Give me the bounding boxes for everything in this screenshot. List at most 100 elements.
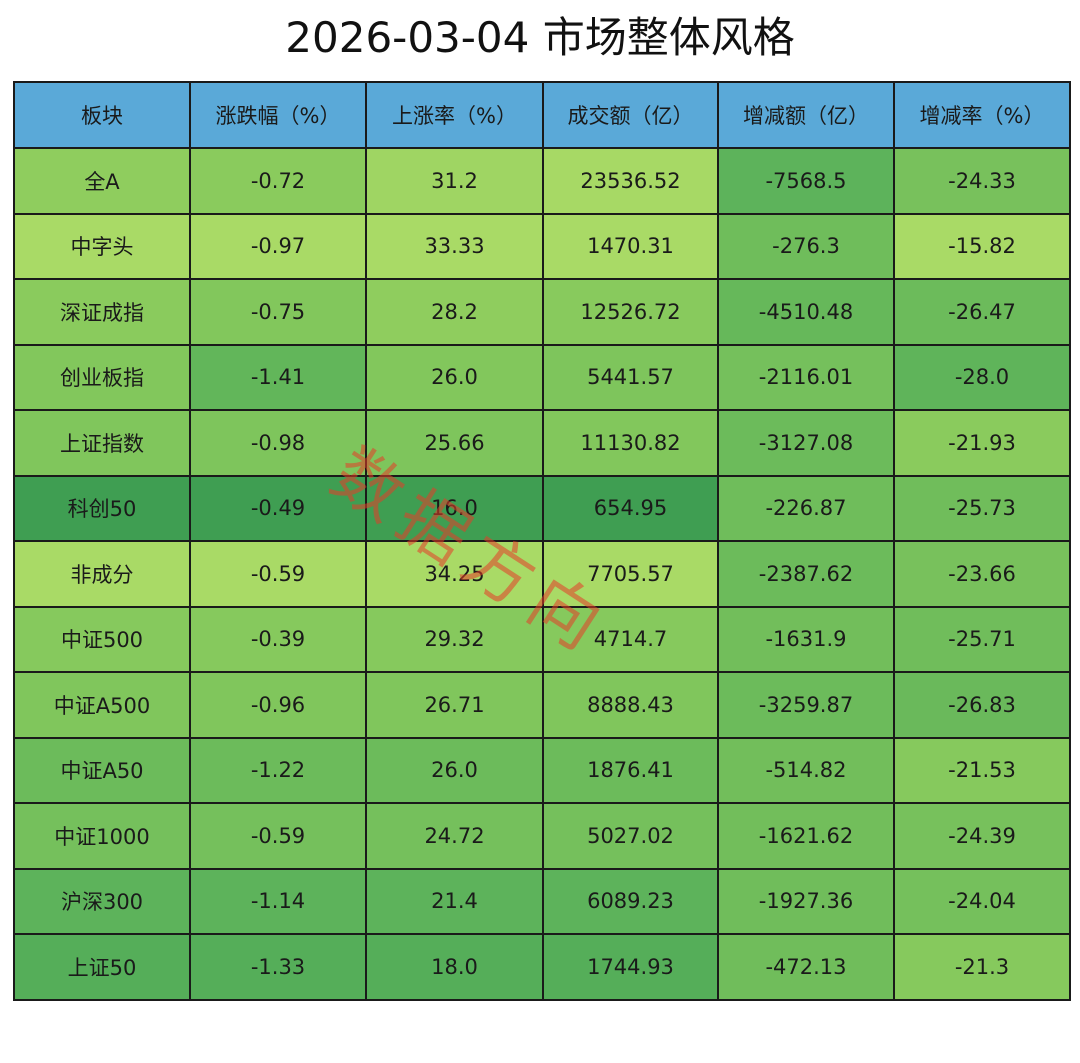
sector-name-cell: 上证50 xyxy=(13,933,191,1001)
column-header: 涨跌幅（%） xyxy=(189,81,367,149)
table-cell: -25.71 xyxy=(893,605,1071,673)
table-row: 全A -0.72 31.2 23536.52 -7568.5 -24.33 xyxy=(13,147,1071,215)
sector-name-cell: 科创50 xyxy=(13,474,191,542)
table-cell: 1470.31 xyxy=(542,212,719,280)
sector-name-cell: 中证A500 xyxy=(13,671,191,739)
table-header-row: 板块 涨跌幅（%） 上涨率（%） 成交额（亿） 增减额（亿） 增减率（%） xyxy=(13,81,1071,149)
table-cell: 25.66 xyxy=(365,409,544,477)
table-cell: -0.59 xyxy=(189,540,367,608)
sector-name-cell: 深证成指 xyxy=(13,278,191,346)
table-cell: 28.2 xyxy=(365,278,544,346)
table-cell: -0.59 xyxy=(189,802,367,870)
table-cell: -1.33 xyxy=(189,933,367,1001)
table-cell: 654.95 xyxy=(542,474,719,542)
table-cell: -1621.62 xyxy=(717,802,895,870)
page-title: 2026-03-04 市场整体风格 xyxy=(285,13,795,62)
market-style-table-wrap: 板块 涨跌幅（%） 上涨率（%） 成交额（亿） 增减额（亿） 增减率（%） 全A… xyxy=(13,81,1071,1001)
table-row: 中证A50 -1.22 26.0 1876.41 -514.82 -21.53 xyxy=(13,736,1071,804)
column-header: 上涨率（%） xyxy=(365,81,544,149)
table-cell: -1.14 xyxy=(189,867,367,935)
column-header: 增减额（亿） xyxy=(717,81,895,149)
table-cell: 5027.02 xyxy=(542,802,719,870)
table-cell: -21.3 xyxy=(893,933,1071,1001)
column-header: 成交额（亿） xyxy=(542,81,719,149)
table-row: 非成分 -0.59 34.25 7705.57 -2387.62 -23.66 xyxy=(13,540,1071,608)
table-cell: -28.0 xyxy=(893,343,1071,411)
sector-name-cell: 上证指数 xyxy=(13,409,191,477)
table-cell: -24.33 xyxy=(893,147,1071,215)
column-header: 板块 xyxy=(13,81,191,149)
table-cell: -4510.48 xyxy=(717,278,895,346)
table-cell: -0.75 xyxy=(189,278,367,346)
table-cell: 4714.7 xyxy=(542,605,719,673)
table-cell: 12526.72 xyxy=(542,278,719,346)
table-cell: -24.04 xyxy=(893,867,1071,935)
table-body: 全A -0.72 31.2 23536.52 -7568.5 -24.33 中字头 -0.97… xyxy=(13,147,1071,1001)
table-cell: -15.82 xyxy=(893,212,1071,280)
table-cell: 26.0 xyxy=(365,736,544,804)
sector-name-cell: 沪深300 xyxy=(13,867,191,935)
table-cell: 5441.57 xyxy=(542,343,719,411)
sector-name-cell: 中证A50 xyxy=(13,736,191,804)
table-cell: 34.25 xyxy=(365,540,544,608)
table-row: 上证50 -1.33 18.0 1744.93 -472.13 -21.3 xyxy=(13,933,1071,1001)
table-cell: -1927.36 xyxy=(717,867,895,935)
table-row: 上证指数 -0.98 25.66 11130.82 -3127.08 -21.93 xyxy=(13,409,1071,477)
table-cell: -24.39 xyxy=(893,802,1071,870)
table-cell: 16.0 xyxy=(365,474,544,542)
table-cell: -0.39 xyxy=(189,605,367,673)
sector-name-cell: 中证1000 xyxy=(13,802,191,870)
table-cell: -7568.5 xyxy=(717,147,895,215)
table-cell: 21.4 xyxy=(365,867,544,935)
table-cell: -1631.9 xyxy=(717,605,895,673)
table-cell: -514.82 xyxy=(717,736,895,804)
table-cell: 31.2 xyxy=(365,147,544,215)
table-cell: 6089.23 xyxy=(542,867,719,935)
market-style-table: 板块 涨跌幅（%） 上涨率（%） 成交额（亿） 增减额（亿） 增减率（%） 全A… xyxy=(13,81,1071,1001)
table-row: 深证成指 -0.75 28.2 12526.72 -4510.48 -26.47 xyxy=(13,278,1071,346)
table-cell: -2116.01 xyxy=(717,343,895,411)
table-cell: 23536.52 xyxy=(542,147,719,215)
table-cell: -1.22 xyxy=(189,736,367,804)
table-cell: -0.98 xyxy=(189,409,367,477)
table-cell: 29.32 xyxy=(365,605,544,673)
table-row: 创业板指 -1.41 26.0 5441.57 -2116.01 -28.0 xyxy=(13,343,1071,411)
table-cell: -0.96 xyxy=(189,671,367,739)
table-cell: 33.33 xyxy=(365,212,544,280)
table-cell: -3259.87 xyxy=(717,671,895,739)
table-cell: -276.3 xyxy=(717,212,895,280)
table-cell: 24.72 xyxy=(365,802,544,870)
table-cell: 1876.41 xyxy=(542,736,719,804)
table-cell: 1744.93 xyxy=(542,933,719,1001)
table-cell: -23.66 xyxy=(893,540,1071,608)
table-cell: -1.41 xyxy=(189,343,367,411)
column-header: 增减率（%） xyxy=(893,81,1071,149)
sector-name-cell: 非成分 xyxy=(13,540,191,608)
table-cell: -21.53 xyxy=(893,736,1071,804)
table-row: 中证A500 -0.96 26.71 8888.43 -3259.87 -26.83 xyxy=(13,671,1071,739)
table-cell: -25.73 xyxy=(893,474,1071,542)
table-cell: -226.87 xyxy=(717,474,895,542)
table-cell: -0.72 xyxy=(189,147,367,215)
sector-name-cell: 全A xyxy=(13,147,191,215)
table-cell: -2387.62 xyxy=(717,540,895,608)
table-cell: 26.71 xyxy=(365,671,544,739)
table-row: 中证1000 -0.59 24.72 5027.02 -1621.62 -24.39 xyxy=(13,802,1071,870)
table-cell: -26.83 xyxy=(893,671,1071,739)
table-cell: 18.0 xyxy=(365,933,544,1001)
table-cell: 7705.57 xyxy=(542,540,719,608)
table-row: 科创50 -0.49 16.0 654.95 -226.87 -25.73 xyxy=(13,474,1071,542)
table-cell: -21.93 xyxy=(893,409,1071,477)
table-row: 中证500 -0.39 29.32 4714.7 -1631.9 -25.71 xyxy=(13,605,1071,673)
table-cell: 8888.43 xyxy=(542,671,719,739)
sector-name-cell: 中字头 xyxy=(13,212,191,280)
table-cell: -26.47 xyxy=(893,278,1071,346)
sector-name-cell: 中证500 xyxy=(13,605,191,673)
table-cell: -3127.08 xyxy=(717,409,895,477)
table-row: 沪深300 -1.14 21.4 6089.23 -1927.36 -24.04 xyxy=(13,867,1071,935)
table-cell: -0.97 xyxy=(189,212,367,280)
table-cell: -472.13 xyxy=(717,933,895,1001)
table-cell: 26.0 xyxy=(365,343,544,411)
table-cell: 11130.82 xyxy=(542,409,719,477)
table-cell: -0.49 xyxy=(189,474,367,542)
